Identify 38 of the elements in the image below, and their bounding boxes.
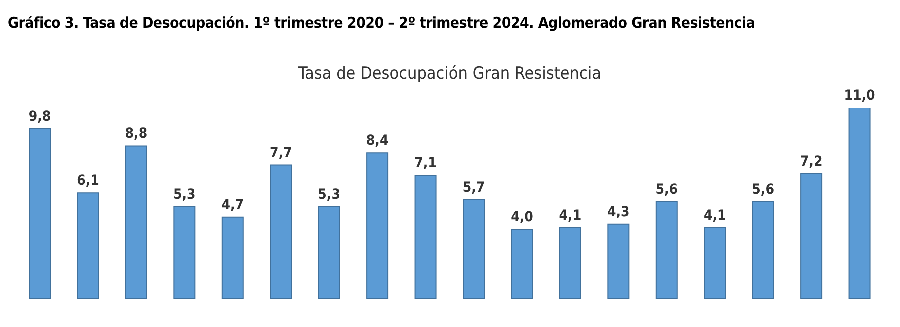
data-label: 4,1 <box>704 208 726 224</box>
data-label: 8,8 <box>125 126 148 142</box>
bar <box>366 152 389 299</box>
data-label: 7,2 <box>800 154 823 170</box>
bar <box>414 175 437 299</box>
data-label: 5,6 <box>656 182 678 198</box>
bar <box>848 108 871 299</box>
data-label: 5,6 <box>752 182 775 198</box>
bar <box>125 146 148 299</box>
bar <box>270 164 292 299</box>
data-label: 6,1 <box>77 173 100 190</box>
chart-title: Gráfico 3. Tasa de Desocupación. 1º trimestre 2020 – 2º trimestre 2024. Aglomerado Gran Resistencia <box>8 14 756 32</box>
bar <box>77 192 100 299</box>
bar <box>656 201 678 299</box>
bar <box>752 201 774 299</box>
data-label: 5,3 <box>318 186 340 203</box>
data-label: 4,0 <box>511 210 534 226</box>
data-label: 11,0 <box>844 88 876 104</box>
bar <box>511 229 534 299</box>
data-label: 5,7 <box>462 180 486 196</box>
bar <box>608 224 630 299</box>
data-label: 8,4 <box>366 133 389 150</box>
data-label: 7,7 <box>270 145 292 162</box>
data-label: 4,3 <box>608 204 630 220</box>
chart-subtitle: Tasa de Desocupación Gran Resistencia <box>298 64 602 84</box>
bar <box>704 227 726 299</box>
data-label: 5,3 <box>174 186 196 203</box>
data-label: 4,1 <box>559 208 582 224</box>
bar <box>559 227 582 299</box>
bar <box>463 200 485 299</box>
bar <box>318 206 340 299</box>
bar <box>174 206 196 299</box>
bar <box>800 173 823 299</box>
bar <box>222 216 244 299</box>
data-label: 7,1 <box>414 156 437 172</box>
bar <box>29 128 51 299</box>
data-label: 9,8 <box>28 108 52 125</box>
data-label: 4,7 <box>222 197 244 214</box>
